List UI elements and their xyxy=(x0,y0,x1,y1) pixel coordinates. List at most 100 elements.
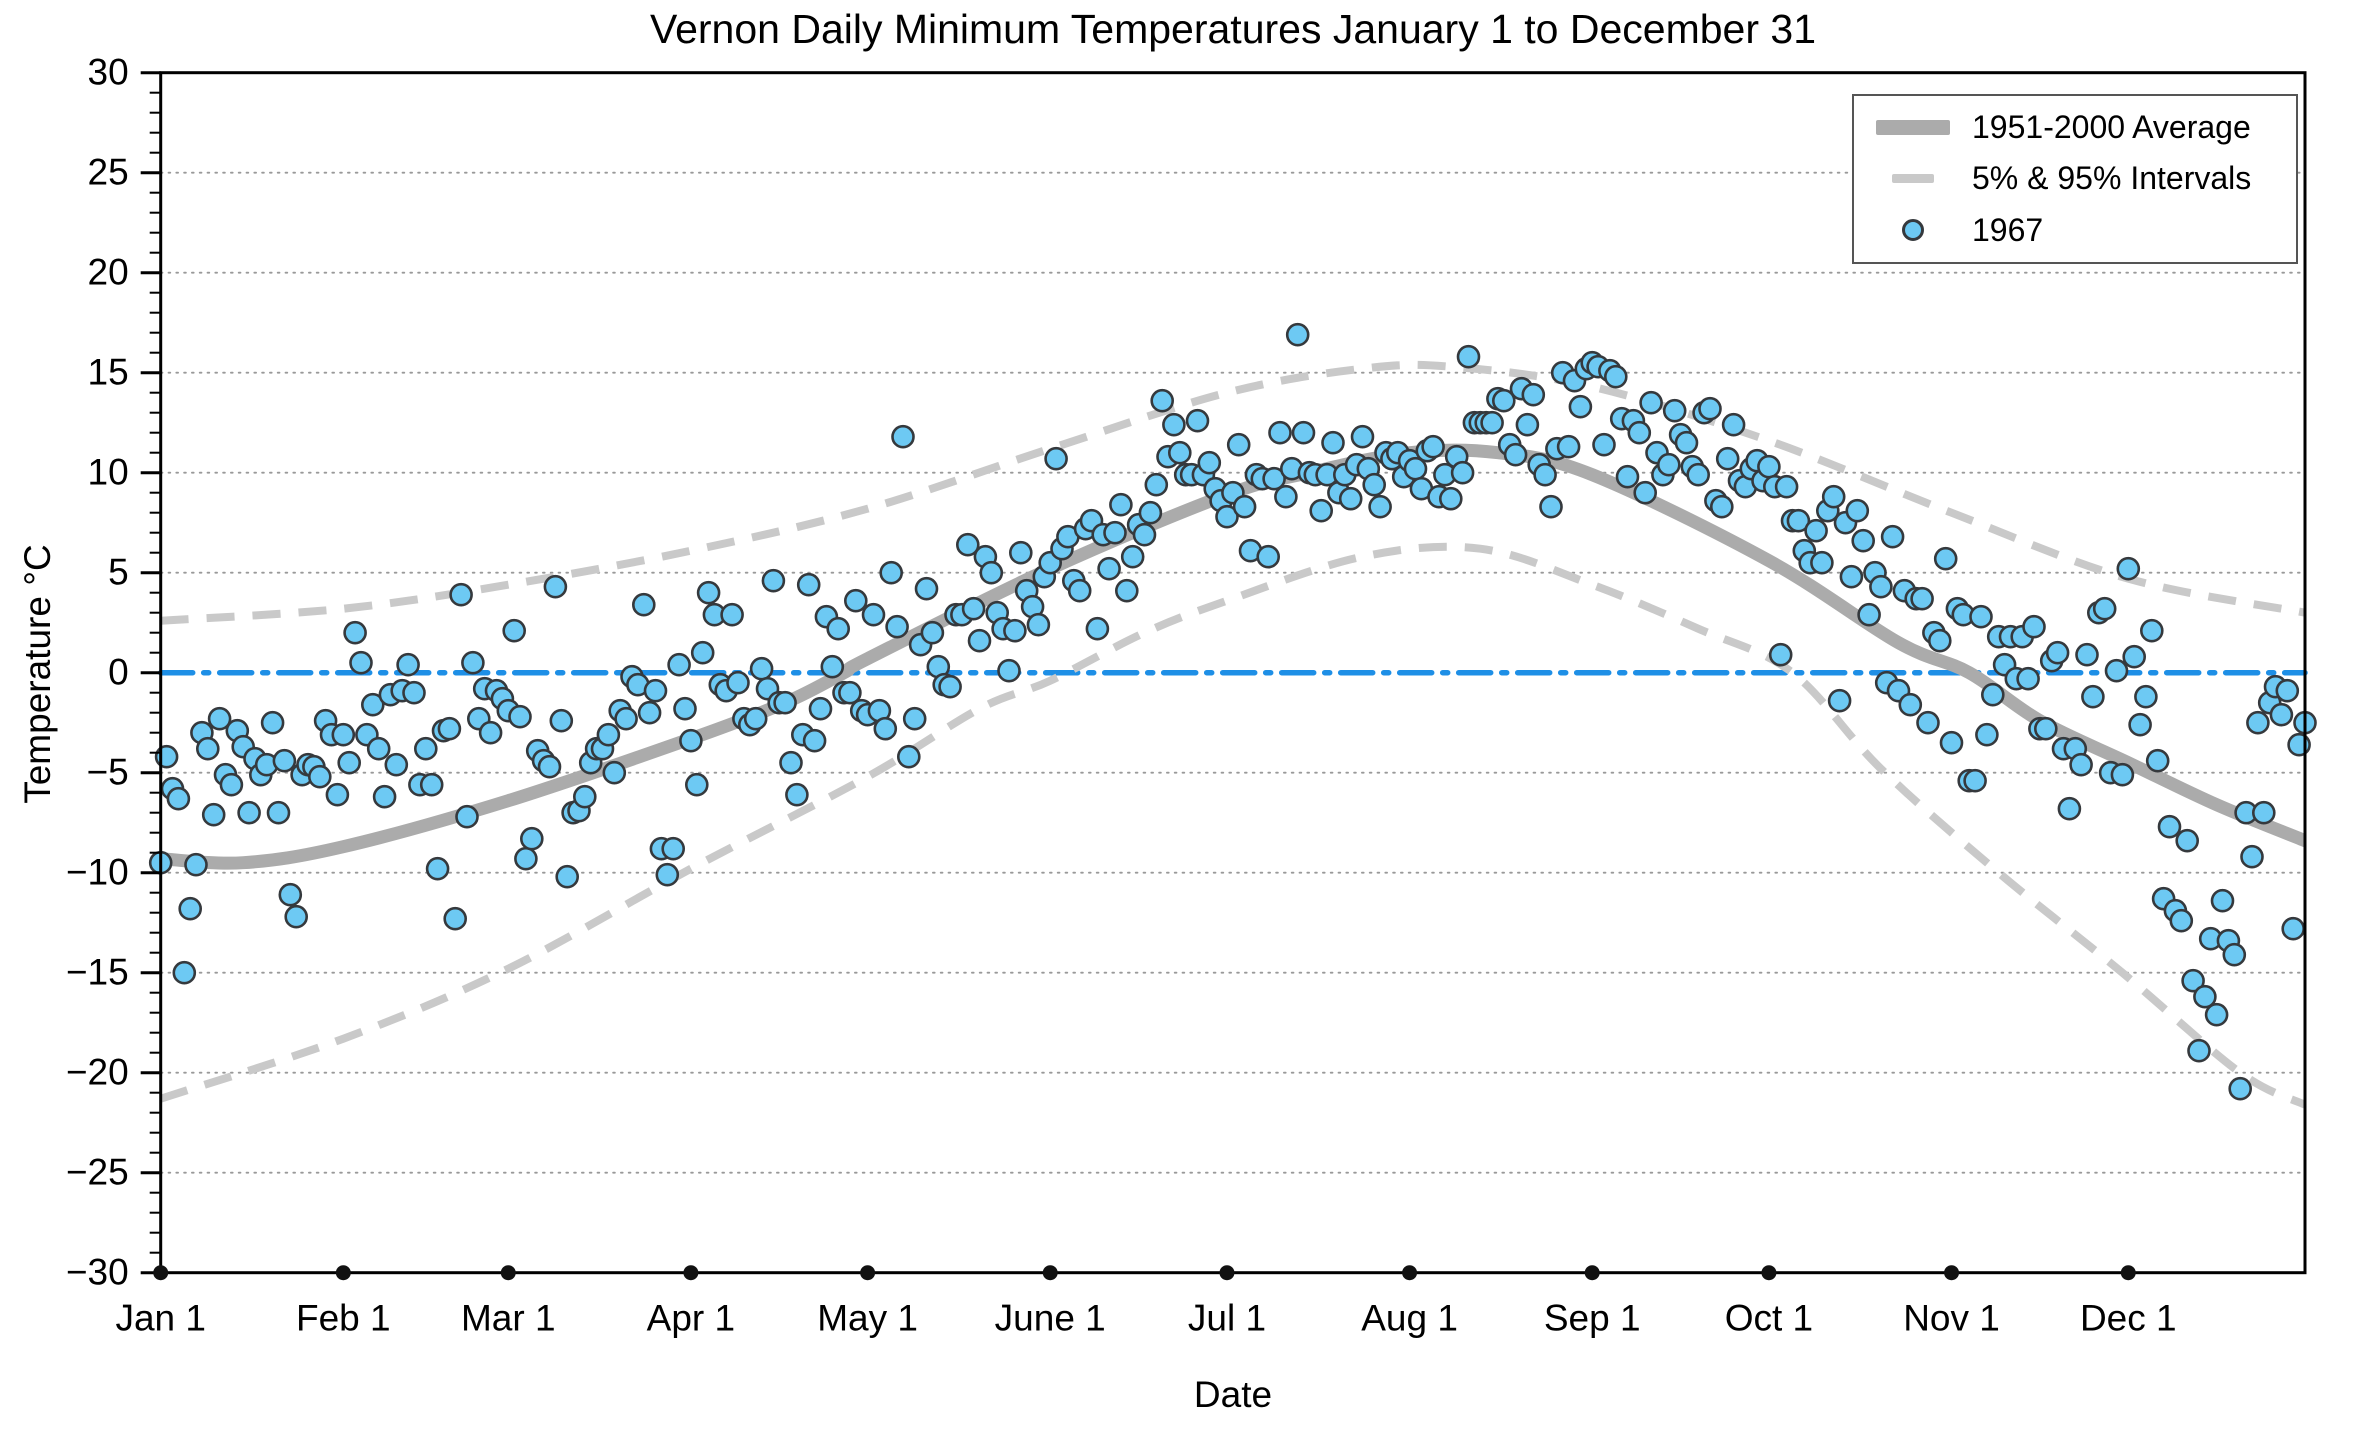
scatter-point-1967 xyxy=(1857,602,1881,627)
scatter-point-1967 xyxy=(1262,466,1286,491)
scatter-point-1967 xyxy=(1144,472,1169,497)
scatter-point-1967 xyxy=(696,580,721,605)
legend: 1951-2000 Average 5% & 95% Intervals 196… xyxy=(1852,94,2298,264)
y-tick-label: 30 xyxy=(88,52,129,93)
scatter-point-1967 xyxy=(1456,344,1481,369)
scatter-point-1967 xyxy=(1710,494,1734,519)
scatter-point-1967 xyxy=(1674,430,1699,455)
y-tick-label: −30 xyxy=(66,1252,129,1293)
scatter-point-1967 xyxy=(360,692,385,717)
scatter-point-1967 xyxy=(631,592,656,617)
scatter-point-1967 xyxy=(266,800,291,825)
scatter-point-1967 xyxy=(914,576,939,601)
scatter-point-1967 xyxy=(1268,420,1292,445)
scatter-point-1967 xyxy=(413,736,438,761)
scatter-point-1967 xyxy=(1657,452,1681,477)
y-tick-label: −20 xyxy=(66,1052,129,1093)
scatter-point-1967 xyxy=(555,864,580,889)
scatter-point-1967 xyxy=(820,654,845,679)
scatter-point-1967 xyxy=(1309,498,1333,523)
scatter-point-1967 xyxy=(196,736,220,761)
scatter-point-1967 xyxy=(2240,844,2264,869)
scatter-point-1967 xyxy=(384,752,409,777)
scatter-point-1967 xyxy=(1503,442,1528,467)
scatter-point-1967 xyxy=(325,782,350,807)
scatter-point-1967 xyxy=(1338,486,1363,511)
y-tick-label: 25 xyxy=(88,152,129,193)
scatter-point-1967 xyxy=(667,652,691,677)
scatter-point-1967 xyxy=(2252,800,2276,825)
scatter-point-1967 xyxy=(1256,544,1280,569)
scatter-point-1967 xyxy=(1421,434,1445,459)
legend-label-average: 1951-2000 Average xyxy=(1972,109,2251,146)
scatter-point-1967 xyxy=(643,678,668,703)
upper-95-interval-curve xyxy=(160,360,2306,625)
scatter-point-1967 xyxy=(1321,430,1345,455)
scatter-point-1967 xyxy=(1215,504,1239,529)
scatter-point-1967 xyxy=(402,680,426,705)
scatter-point-1967 xyxy=(1085,616,1110,641)
scatter-point-1967 xyxy=(2145,748,2170,773)
scatter-point-1967 xyxy=(896,744,921,769)
x-axis-title: Date xyxy=(1193,1374,1273,1415)
month-tick-dot xyxy=(1761,1265,1777,1281)
month-tick-dot xyxy=(860,1265,876,1281)
scatter-point-1967 xyxy=(826,616,851,641)
scatter-point-1967 xyxy=(843,588,868,613)
scatter-point-1967 xyxy=(1963,768,1987,793)
scatter-point-1967 xyxy=(2169,908,2194,933)
scatter-point-1967 xyxy=(1869,574,1893,599)
scatter-point-1967 xyxy=(861,602,886,627)
scatter-point-1967 xyxy=(1662,398,1687,423)
scatter-point-1967 xyxy=(749,656,774,681)
scatter-point-1967 xyxy=(1851,528,1875,553)
scatter-point-1967 xyxy=(1839,564,1864,589)
x-tick-label: Oct 1 xyxy=(1725,1298,1813,1339)
scatter-point-1967 xyxy=(478,720,503,745)
scatter-point-1967 xyxy=(1132,522,1157,547)
scatter-point-1967 xyxy=(602,760,627,785)
month-tick-dot xyxy=(1584,1265,1600,1281)
scatter-point-1967 xyxy=(2281,916,2305,941)
scatter-point-1967 xyxy=(1721,412,1746,437)
scatter-point-1967 xyxy=(1698,396,1722,421)
legend-item-1967: 1967 xyxy=(1854,205,2296,256)
scatter-point-1967 xyxy=(2210,888,2235,913)
scatter-point-1967 xyxy=(425,856,450,881)
x-tick-label: Sep 1 xyxy=(1544,1298,1641,1339)
scatter-point-1967 xyxy=(637,700,662,725)
scatter-point-1967 xyxy=(773,690,797,715)
scatter-point-1967 xyxy=(1880,524,1905,549)
scatter-point-1967 xyxy=(1898,692,1923,717)
scatter-point-1967 xyxy=(2134,684,2158,709)
scatter-point-1967 xyxy=(2246,710,2270,735)
scatter-point-1967 xyxy=(1568,394,1593,419)
scatter-point-1967 xyxy=(1350,424,1375,449)
x-tick-label: Feb 1 xyxy=(296,1298,391,1339)
scatter-point-1967 xyxy=(1615,464,1640,489)
scatter-point-1967 xyxy=(2204,1002,2229,1027)
scatter-point-1967 xyxy=(938,674,962,699)
scatter-point-1967 xyxy=(1515,412,1540,437)
scatter-point-1967 xyxy=(1539,494,1563,519)
y-tick-label: 20 xyxy=(88,252,129,293)
scatter-point-1967 xyxy=(902,706,927,731)
scatter-point-1967 xyxy=(260,710,285,735)
scatter-point-1967 xyxy=(997,658,1021,683)
scatter-point-1967 xyxy=(1115,578,1139,603)
scatter-point-1967 xyxy=(2122,644,2146,669)
scatter-point-1967 xyxy=(920,620,945,645)
lower-5-interval-curve xyxy=(160,542,2306,1109)
scatter-point-1967 xyxy=(1003,618,1027,643)
scatter-point-1967 xyxy=(284,904,309,929)
scatter-point-1967 xyxy=(519,826,544,851)
scatter-point-1967 xyxy=(885,614,909,639)
scatter-point-1967 xyxy=(366,736,391,761)
scatter-point-1967 xyxy=(2269,702,2294,727)
scatter-point-1967 xyxy=(955,532,980,557)
scatter-point-1967 xyxy=(455,804,479,829)
scatter-point-1967 xyxy=(331,722,356,747)
scatter-point-1967 xyxy=(1285,322,1310,347)
